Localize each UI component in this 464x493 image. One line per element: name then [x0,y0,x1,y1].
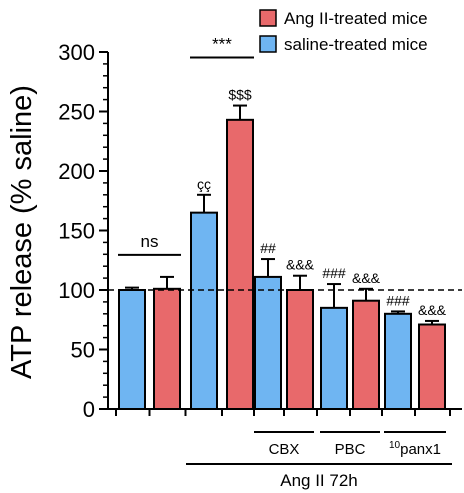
y-tick-label-250: 250 [58,100,95,125]
treatment-label-main: panx1 [400,441,441,458]
significance-label-9: ### [386,292,410,308]
y-tick-label-50: 50 [71,338,95,363]
significance-label-10: &&& [418,302,447,318]
bar-2 [153,287,181,410]
y-tick-label-300: 300 [58,40,95,65]
treatment-label-superscript: 10 [389,440,401,451]
comparison-brackets: ns *** [118,35,254,256]
y-tick-label-150: 150 [58,219,95,244]
annotations: çç $$$ ## &&& ### &&& ### &&& [197,87,447,318]
significance-label-5: ## [260,240,276,256]
significance-label-3: çç [197,176,211,192]
bar-7 [320,306,348,411]
comparison-label-1: ns [141,232,159,251]
legend-label-1: Ang II-treated mice [284,9,428,28]
treatment-labels: CBX PBC 10panx1 Ang II 72h [186,431,452,490]
legend-swatch-1 [259,9,277,27]
bar-6 [286,289,314,410]
bar-9 [384,312,412,410]
y-tick-label-200: 200 [58,159,95,184]
bar-8 [352,299,380,410]
significance-label-4: $$$ [228,87,252,103]
legend: Ang II-treated mice saline-treated mice [259,9,428,54]
y-axis-title: ATP release (% saline) [6,85,38,379]
legend-swatch-2 [259,35,277,53]
y-tick-label-100: 100 [58,278,95,303]
legend-label-2: saline-treated mice [284,35,428,54]
time-label: Ang II 72h [280,471,358,490]
significance-label-8: &&& [352,270,381,286]
treatment-label-2: PBC [335,441,366,458]
significance-label-6: &&& [286,257,315,273]
treatment-label-1: CBX [269,441,300,458]
bar-10 [418,323,446,411]
y-tick-label-0: 0 [83,397,95,422]
treatment-label-3: 10panx1 [389,440,441,458]
bars [108,104,462,411]
bar-4 [226,118,254,411]
bar-3 [190,211,218,410]
significance-label-7: ### [322,265,346,281]
bar-5 [254,275,282,410]
comparison-label-2: *** [212,35,232,54]
bar-1 [118,289,146,410]
